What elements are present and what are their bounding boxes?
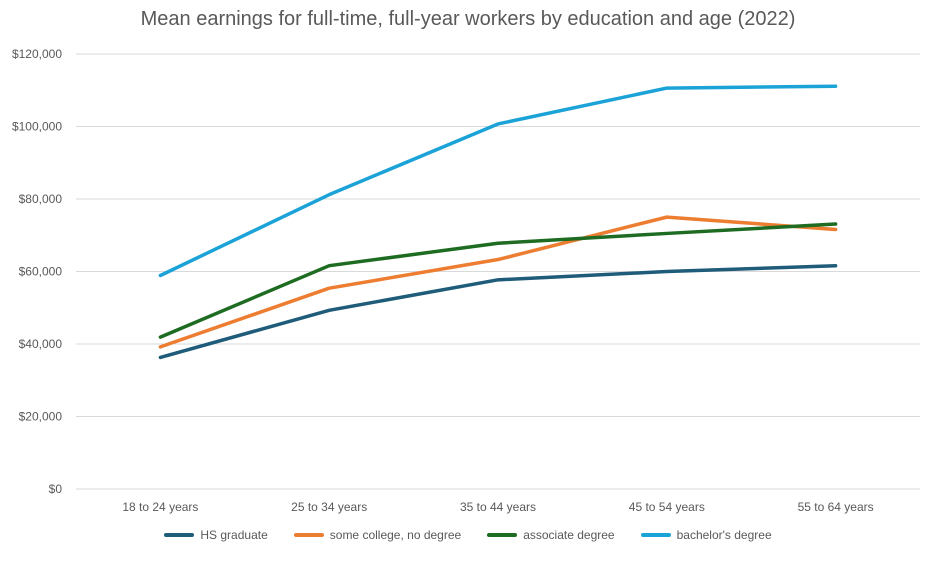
legend-swatch <box>293 533 324 537</box>
chart-title: Mean earnings for full-time, full-year w… <box>140 8 796 30</box>
legend-swatch <box>487 533 518 537</box>
x-tick-label: 45 to 54 years <box>629 500 705 514</box>
y-tick-label: $100,000 <box>12 120 62 134</box>
y-tick-label: $20,000 <box>19 410 63 424</box>
legend-swatch <box>164 533 195 537</box>
y-tick-label: $40,000 <box>19 337 63 351</box>
x-tick-label: 18 to 24 years <box>122 500 198 514</box>
x-tick-label: 35 to 44 years <box>460 500 536 514</box>
series-line <box>158 215 838 349</box>
series-line <box>158 263 838 360</box>
y-tick-label: $120,000 <box>12 47 62 61</box>
y-tick-label: $60,000 <box>19 265 63 279</box>
x-tick-label: 25 to 34 years <box>291 500 367 514</box>
legend-item: some college, no degree <box>293 528 462 542</box>
legend-item: associate degree <box>487 528 615 542</box>
chart-legend: HS graduate some college, no degree associ… <box>0 528 936 542</box>
series-line <box>158 84 838 278</box>
legend-label: some college, no degree <box>329 528 462 542</box>
legend-label: HS graduate <box>200 528 268 542</box>
legend-item: HS graduate <box>164 528 268 542</box>
y-tick-label: $80,000 <box>19 192 63 206</box>
legend-swatch <box>640 533 671 537</box>
legend-item: bachelor's degree <box>640 528 772 542</box>
x-tick-label: 55 to 64 years <box>798 500 874 514</box>
legend-label: associate degree <box>523 528 615 542</box>
legend-label: bachelor's degree <box>676 528 772 542</box>
y-tick-label: $0 <box>49 482 63 496</box>
series-line <box>158 222 838 339</box>
